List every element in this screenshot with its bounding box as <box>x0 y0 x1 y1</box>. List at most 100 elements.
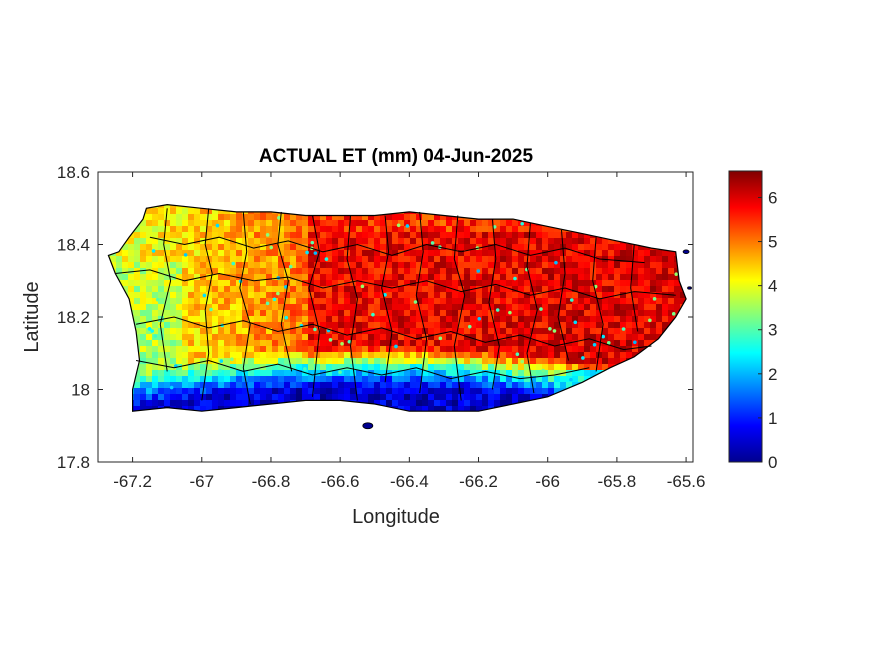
heatmap-cell <box>188 382 195 389</box>
heatmap-cell <box>344 238 351 245</box>
heatmap-cell <box>230 376 237 383</box>
heatmap-cell <box>614 304 621 311</box>
heatmap-cell <box>224 382 231 389</box>
heatmap-cell <box>392 376 399 383</box>
heatmap-cell <box>572 328 579 335</box>
heatmap-cell <box>494 370 501 377</box>
heatmap-cell <box>140 400 147 407</box>
heatmap-cell <box>482 322 489 329</box>
heatmap-cell <box>542 382 549 389</box>
heatmap-cell <box>470 322 477 329</box>
heatmap-cell <box>338 346 345 353</box>
heatmap-cell <box>350 262 357 269</box>
heatmap-cell <box>296 370 303 377</box>
heatmap-cell <box>248 352 255 359</box>
heatmap-cell <box>620 274 627 281</box>
heatmap-cell <box>356 232 363 239</box>
heatmap-cell <box>398 358 405 365</box>
heatmap-cell <box>428 262 435 269</box>
heatmap-cell <box>416 358 423 365</box>
heatmap-cell <box>200 334 207 341</box>
heatmap-speckle <box>633 340 637 345</box>
heatmap-cell <box>506 268 513 275</box>
heatmap-cell <box>308 322 315 329</box>
municipality-border <box>453 215 466 401</box>
heatmap-cell <box>224 364 231 371</box>
heatmap-cell <box>242 364 249 371</box>
heatmap-cell <box>386 328 393 335</box>
heatmap-cell <box>146 214 153 221</box>
heatmap-cell <box>416 406 423 412</box>
heatmap-cell <box>512 376 519 383</box>
heatmap-cell <box>584 346 591 353</box>
heatmap-cell <box>428 322 435 329</box>
heatmap-cell <box>632 250 639 257</box>
heatmap-cell <box>362 226 369 233</box>
heatmap-cell <box>548 262 555 269</box>
heatmap-cell <box>188 304 195 311</box>
heatmap-cell <box>614 250 621 257</box>
heatmap-cell <box>230 292 237 299</box>
heatmap-cell <box>518 370 525 377</box>
heatmap-cell <box>206 238 213 245</box>
heatmap-cell <box>272 232 279 239</box>
heatmap-cell <box>404 298 411 305</box>
heatmap-cell <box>404 244 411 251</box>
heatmap-speckle <box>313 251 318 255</box>
heatmap-cell <box>386 382 393 389</box>
heatmap-cell <box>158 250 165 257</box>
heatmap-cell <box>434 352 441 359</box>
heatmap-cell <box>176 310 183 317</box>
heatmap-cell <box>428 286 435 293</box>
heatmap-cell <box>122 274 129 281</box>
heatmap-cell <box>350 286 357 293</box>
heatmap-speckle <box>581 356 585 360</box>
heatmap-cell <box>368 328 375 335</box>
heatmap-cell <box>176 250 183 257</box>
heatmap-cell <box>200 220 207 227</box>
heatmap-cell <box>566 232 573 239</box>
heatmap-cell <box>494 340 501 347</box>
heatmap-cell <box>146 352 153 359</box>
heatmap-cell <box>428 298 435 305</box>
heatmap-cell <box>536 388 543 395</box>
heatmap-cell <box>410 316 417 323</box>
heatmap-cell <box>188 274 195 281</box>
heatmap-cell <box>380 340 387 347</box>
heatmap-cell <box>134 286 141 293</box>
heatmap-cell <box>176 268 183 275</box>
heatmap-cell <box>344 244 351 251</box>
heatmap-cell <box>644 292 651 299</box>
heatmap-cell <box>494 250 501 257</box>
heatmap-cell <box>302 376 309 383</box>
heatmap-cell <box>374 220 381 227</box>
heatmap-cell <box>440 280 447 287</box>
heatmap-cell <box>404 286 411 293</box>
heatmap-cell <box>362 280 369 287</box>
heatmap-cell <box>380 394 387 401</box>
heatmap-cell <box>170 376 177 383</box>
heatmap-cell <box>482 406 489 412</box>
heatmap-cell <box>440 232 447 239</box>
heatmap-cell <box>164 250 171 257</box>
heatmap-cell <box>272 226 279 233</box>
heatmap-cell <box>218 298 225 305</box>
heatmap-cell <box>482 382 489 389</box>
heatmap-cell <box>182 238 189 245</box>
heatmap-cell <box>482 400 489 407</box>
heatmap-cell <box>602 340 609 347</box>
heatmap-cell <box>296 226 303 233</box>
heatmap-cell <box>140 220 147 227</box>
heatmap-cell <box>494 298 501 305</box>
heatmap-cell <box>452 376 459 383</box>
heatmap-cell <box>464 262 471 269</box>
municipality-border <box>115 269 676 300</box>
heatmap-cell <box>314 280 321 287</box>
heatmap-cell <box>140 382 147 389</box>
heatmap-cell <box>158 232 165 239</box>
heatmap-cell <box>596 262 603 269</box>
heatmap-cell <box>392 310 399 317</box>
heatmap-cell <box>470 328 477 335</box>
heatmap-cell <box>146 226 153 233</box>
heatmap-speckle <box>265 301 270 306</box>
